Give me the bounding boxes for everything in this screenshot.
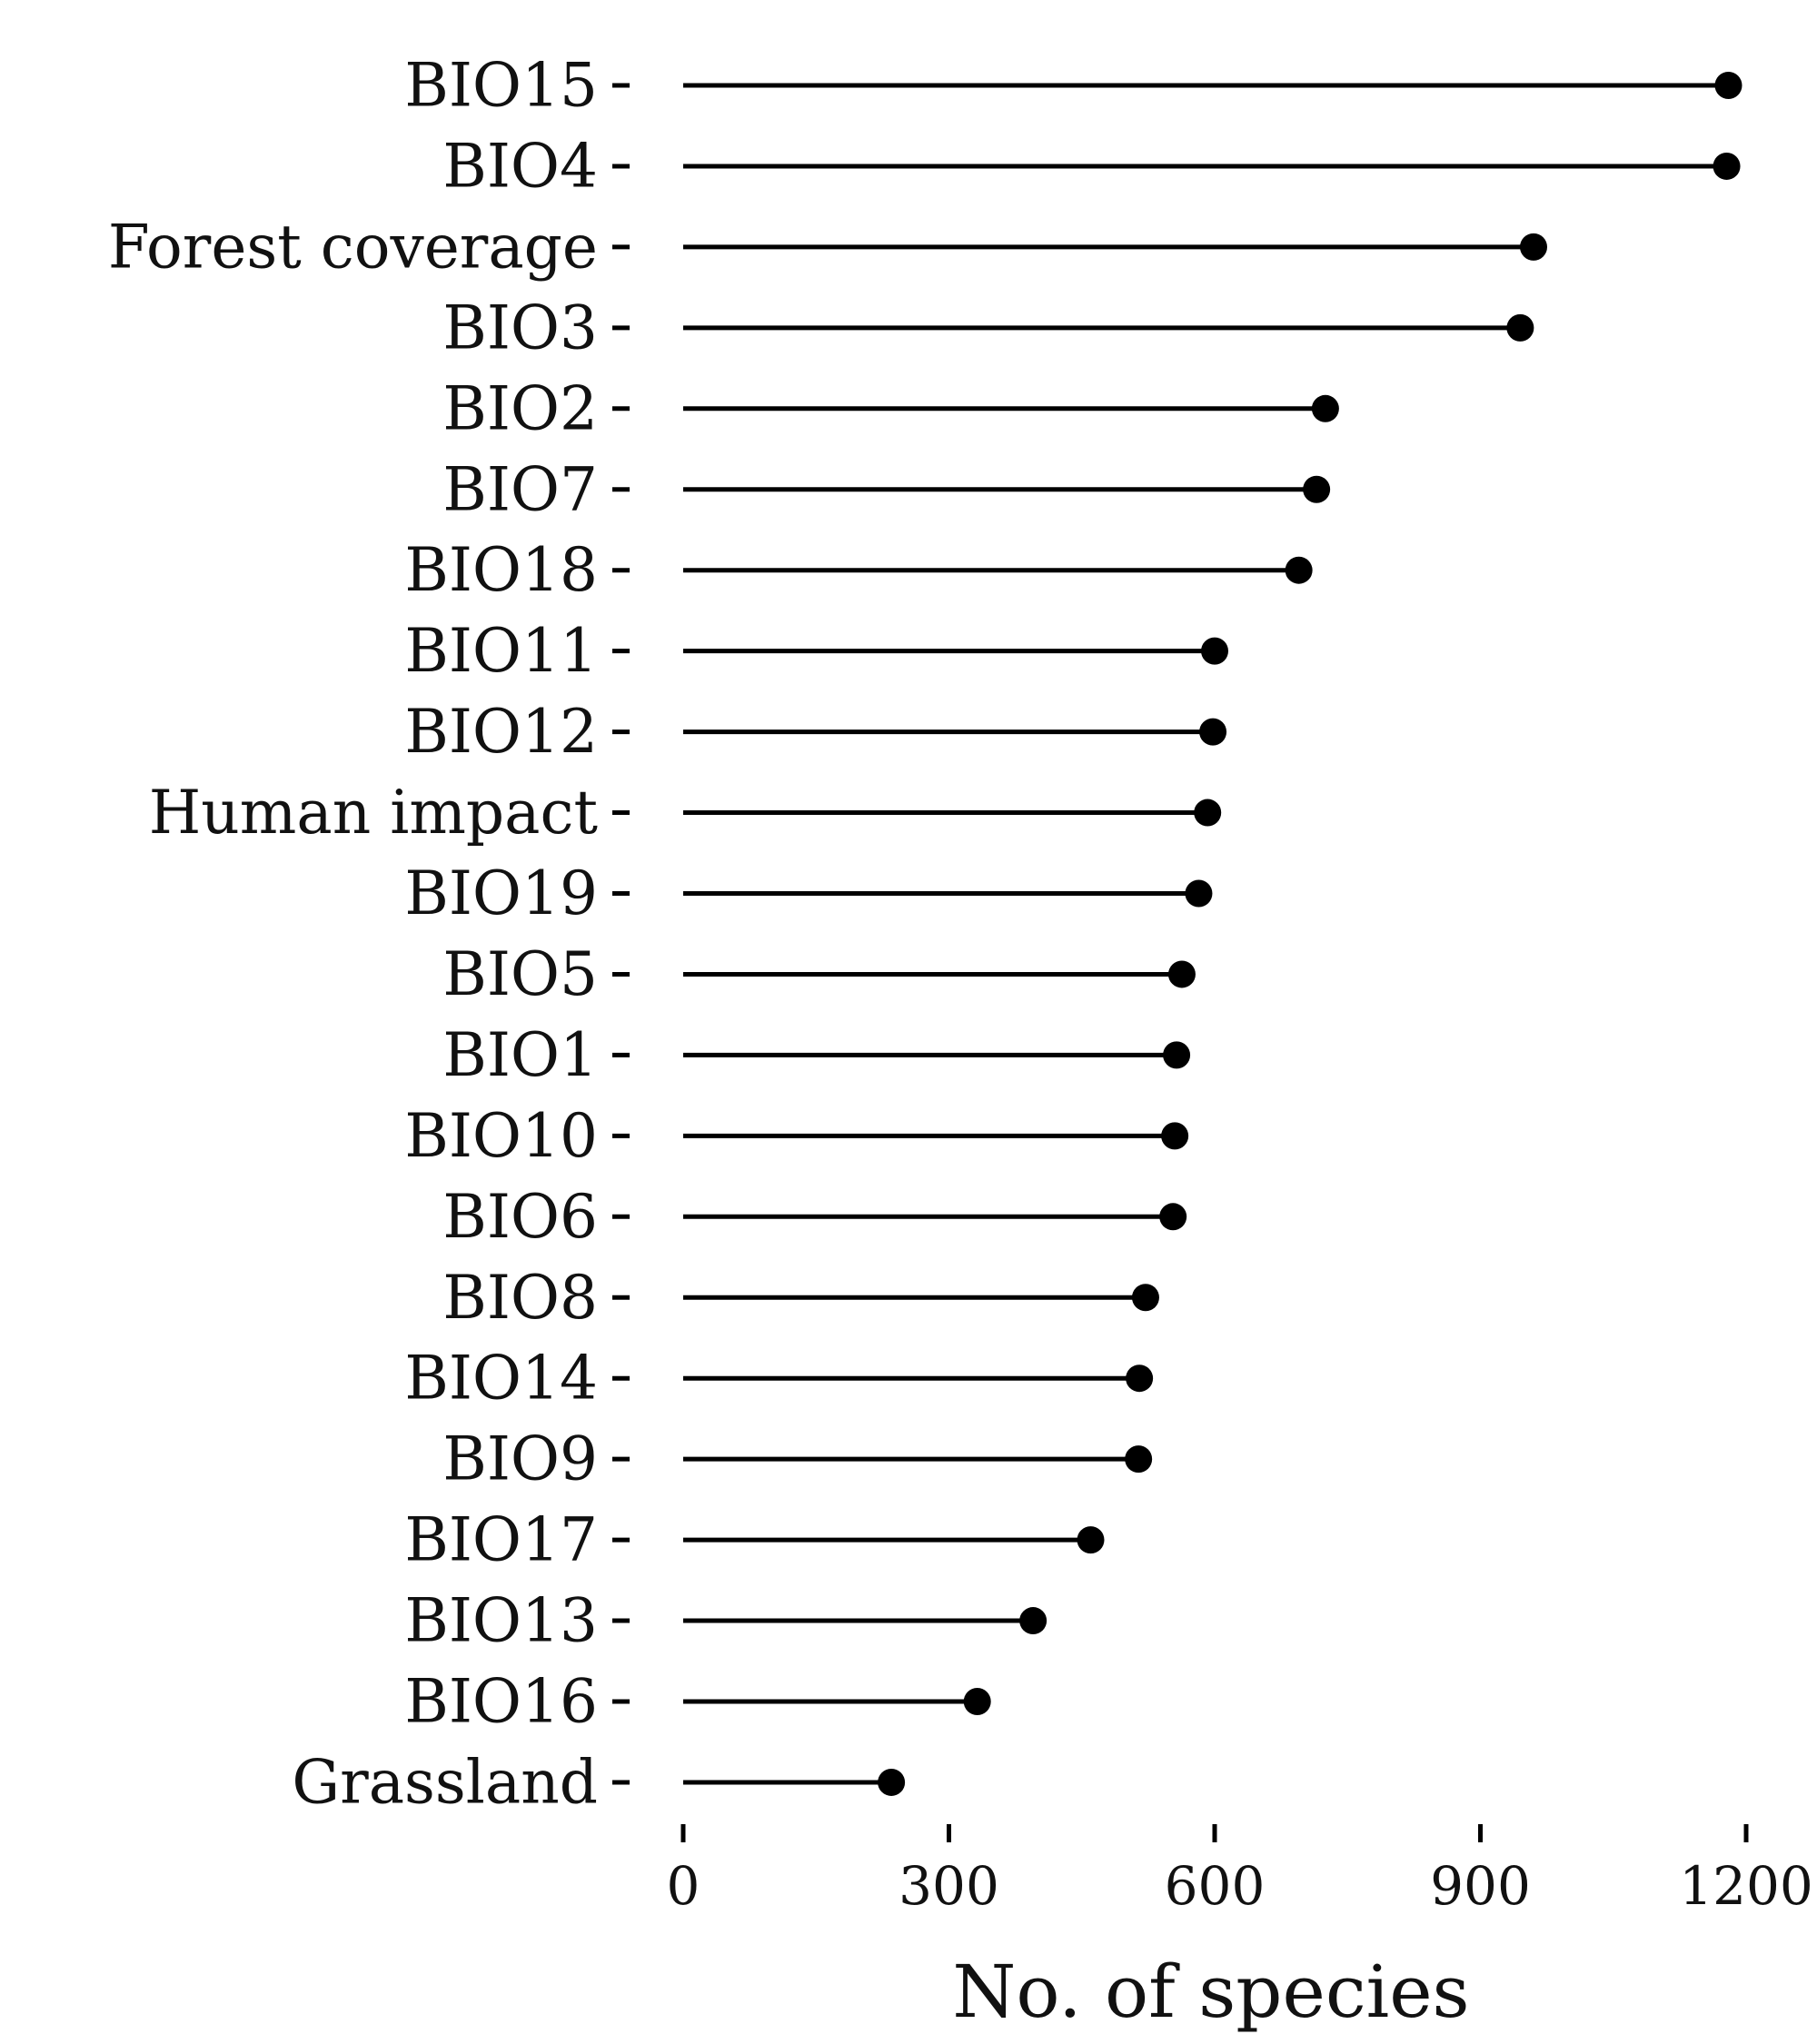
lollipop-point xyxy=(1520,233,1547,261)
y-tick-label: Human impact xyxy=(149,778,598,848)
y-tick-label: BIO10 xyxy=(404,1101,598,1171)
lollipop-point xyxy=(1159,1203,1187,1231)
y-tick-label: BIO9 xyxy=(442,1424,598,1494)
y-tick-label: BIO14 xyxy=(404,1344,598,1414)
y-tick-label: BIO4 xyxy=(442,131,598,201)
lollipop-point xyxy=(878,1768,906,1796)
x-tick-label: 300 xyxy=(899,1855,999,1917)
y-tick-label: BIO2 xyxy=(442,373,598,443)
y-tick-label: BIO7 xyxy=(442,454,598,524)
lollipop-point xyxy=(963,1688,991,1715)
lollipop-point xyxy=(1077,1526,1105,1554)
lollipop-stems xyxy=(683,83,1729,1785)
x-tick-label: 0 xyxy=(667,1855,700,1917)
lollipop-point xyxy=(1185,879,1213,908)
lollipop-point xyxy=(1201,637,1228,665)
lollipop-point xyxy=(1161,1122,1189,1150)
lollipop-point xyxy=(1194,799,1222,827)
lollipop-point xyxy=(1131,1284,1159,1312)
lollipop-point xyxy=(1163,1041,1191,1069)
y-tick-label: BIO13 xyxy=(404,1586,598,1656)
lollipop-point xyxy=(1714,72,1743,99)
x-tick-label: 1200 xyxy=(1679,1855,1813,1917)
y-tick-label: BIO12 xyxy=(404,697,598,767)
y-tick-label: Grassland xyxy=(292,1747,598,1817)
lollipop-point xyxy=(1199,718,1227,746)
y-tick-label: BIO11 xyxy=(404,616,598,686)
x-axis: 0 300 600 900 1200 xyxy=(667,1824,1813,1917)
y-tick-label: BIO19 xyxy=(404,858,598,928)
x-axis-title: No. of species xyxy=(952,1950,1469,2034)
lollipop-point xyxy=(1125,1445,1153,1473)
x-tick-label: 600 xyxy=(1165,1855,1266,1917)
lollipop-point xyxy=(1285,556,1313,584)
y-tick-label: BIO15 xyxy=(404,51,598,121)
y-tick-label: BIO8 xyxy=(442,1263,598,1333)
y-tick-label: Forest coverage xyxy=(108,212,598,282)
x-tick-label: 900 xyxy=(1430,1855,1531,1917)
y-tick-label: BIO3 xyxy=(442,293,598,362)
lollipop-point xyxy=(1311,394,1339,422)
lollipop-point xyxy=(1713,152,1741,180)
y-tick-label: BIO1 xyxy=(442,1020,598,1090)
lollipop-points xyxy=(878,72,1743,1796)
y-tick-label: BIO5 xyxy=(442,939,598,1009)
lollipop-point xyxy=(1167,960,1196,988)
y-tick-label: BIO6 xyxy=(442,1182,598,1252)
lollipop-point xyxy=(1126,1364,1154,1393)
lollipop-point xyxy=(1303,475,1331,503)
y-tick-label: BIO16 xyxy=(404,1667,598,1737)
lollipop-point xyxy=(1019,1607,1048,1635)
y-tick-label: BIO17 xyxy=(404,1505,598,1575)
y-tick-label: BIO18 xyxy=(404,535,598,605)
y-axis: BIO15 BIO4 Forest coverage BIO3 BIO2 BIO7 BIO1… xyxy=(108,51,630,1817)
lollipop-point xyxy=(1506,313,1534,342)
